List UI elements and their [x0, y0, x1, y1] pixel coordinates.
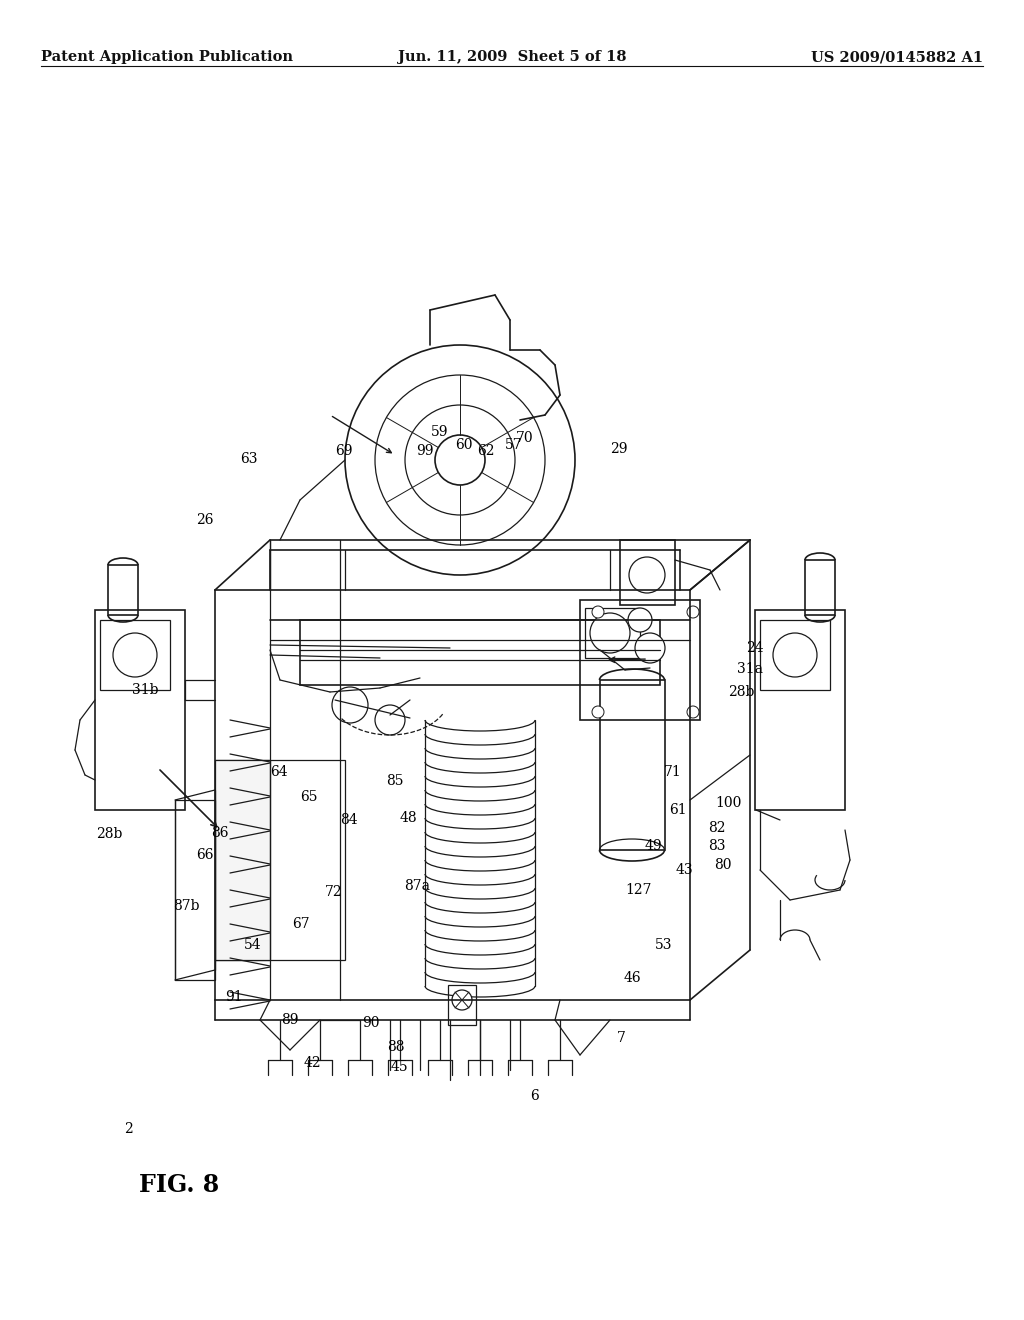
Text: 53: 53: [654, 939, 673, 952]
Bar: [585, 609, 640, 657]
Text: 24: 24: [745, 642, 764, 655]
Bar: [620, 540, 675, 605]
Text: Jun. 11, 2009  Sheet 5 of 18: Jun. 11, 2009 Sheet 5 of 18: [397, 50, 627, 65]
Bar: [300, 620, 660, 685]
Text: 29: 29: [609, 442, 628, 455]
Bar: [449, 985, 476, 1026]
Text: 65: 65: [300, 791, 318, 804]
Circle shape: [635, 634, 665, 663]
Text: 42: 42: [303, 1056, 322, 1069]
Circle shape: [375, 705, 406, 735]
Circle shape: [452, 990, 472, 1010]
Text: 71: 71: [664, 766, 682, 779]
Circle shape: [687, 706, 699, 718]
Circle shape: [773, 634, 817, 677]
Text: 83: 83: [708, 840, 726, 853]
Text: 45: 45: [390, 1060, 409, 1073]
Text: 100: 100: [715, 796, 741, 809]
Circle shape: [592, 606, 604, 618]
Text: 63: 63: [240, 453, 258, 466]
Bar: [100, 620, 170, 690]
Text: 49: 49: [644, 840, 663, 853]
Text: 26: 26: [196, 513, 214, 527]
Circle shape: [375, 375, 545, 545]
Bar: [215, 760, 270, 960]
Text: 43: 43: [675, 863, 693, 876]
Text: 6: 6: [530, 1089, 539, 1102]
Text: 67: 67: [292, 917, 310, 931]
Text: 57: 57: [505, 438, 523, 451]
Text: 91: 91: [224, 990, 243, 1003]
Text: Patent Application Publication: Patent Application Publication: [41, 50, 293, 65]
Bar: [215, 760, 345, 960]
Text: 66: 66: [196, 849, 214, 862]
Text: 28b: 28b: [96, 828, 123, 841]
Text: 89: 89: [281, 1014, 299, 1027]
Text: 61: 61: [669, 804, 687, 817]
Text: 59: 59: [430, 425, 449, 438]
Text: 62: 62: [476, 445, 495, 458]
Circle shape: [590, 612, 630, 653]
Text: 31a: 31a: [736, 663, 763, 676]
Circle shape: [406, 405, 515, 515]
Circle shape: [345, 345, 575, 576]
Text: 85: 85: [386, 775, 404, 788]
Text: 72: 72: [325, 886, 343, 899]
Text: 46: 46: [624, 972, 642, 985]
Text: 70: 70: [515, 432, 534, 445]
Bar: [175, 800, 215, 979]
Text: 7: 7: [617, 1031, 626, 1044]
Text: 2: 2: [124, 1122, 132, 1135]
Text: 80: 80: [714, 858, 732, 871]
Text: 28b: 28b: [728, 685, 755, 698]
Circle shape: [592, 706, 604, 718]
Bar: [108, 565, 138, 615]
Text: US 2009/0145882 A1: US 2009/0145882 A1: [811, 50, 983, 65]
Text: 87b: 87b: [173, 899, 200, 912]
Bar: [600, 680, 665, 850]
Circle shape: [332, 686, 368, 723]
Circle shape: [629, 557, 665, 593]
Bar: [755, 610, 845, 810]
Text: 60: 60: [455, 438, 473, 451]
Text: 88: 88: [387, 1040, 406, 1053]
Text: FIG. 8: FIG. 8: [139, 1173, 219, 1197]
Text: 48: 48: [399, 812, 418, 825]
Text: 54: 54: [244, 939, 262, 952]
Text: 69: 69: [335, 445, 353, 458]
Bar: [805, 560, 835, 615]
Text: 64: 64: [269, 766, 288, 779]
Text: 99: 99: [416, 445, 434, 458]
Text: 82: 82: [708, 821, 726, 834]
Circle shape: [435, 436, 485, 484]
Text: 86: 86: [211, 826, 229, 840]
Bar: [760, 620, 830, 690]
Circle shape: [687, 606, 699, 618]
Circle shape: [628, 609, 652, 632]
Circle shape: [113, 634, 157, 677]
Text: 87a: 87a: [403, 879, 430, 892]
Text: 127: 127: [626, 883, 652, 896]
Bar: [580, 601, 700, 719]
Text: 84: 84: [340, 813, 358, 826]
Bar: [95, 610, 185, 810]
Text: 31b: 31b: [132, 684, 159, 697]
Text: 90: 90: [361, 1016, 380, 1030]
